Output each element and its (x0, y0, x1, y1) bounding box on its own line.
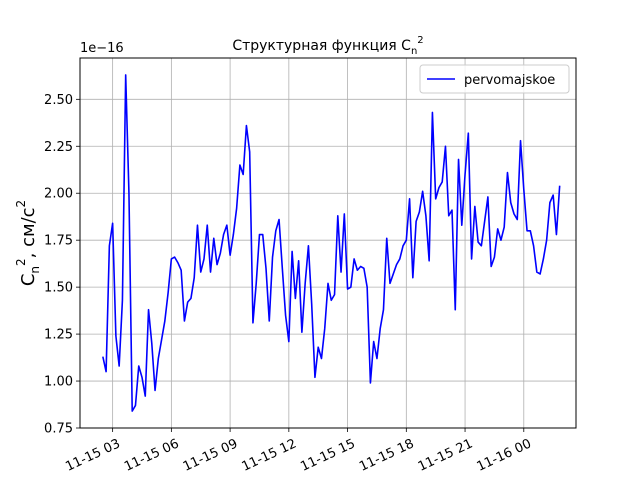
y-tick-label: 1.25 (44, 328, 73, 343)
chart-title-main: Структурная функция C (232, 38, 411, 54)
plot-area (80, 58, 576, 428)
chart-title: Структурная функция Cn2 (232, 35, 423, 57)
legend-label-pervomajskoe: pervomajskoe (464, 73, 555, 88)
y-axis-label: Cn2, см/с2 (14, 200, 42, 286)
legend: pervomajskoe (419, 64, 570, 94)
series-layer (102, 74, 561, 412)
y-tick-label: 0.75 (44, 422, 73, 437)
y-tick-label: 2.25 (44, 140, 73, 155)
y-tick-label: 1.50 (44, 281, 73, 296)
series-line-pervomajskoe (102, 74, 561, 412)
plot-frame (79, 57, 577, 429)
y-axis-label-sub: n (28, 266, 42, 274)
y-tick-label: 1.75 (44, 234, 73, 249)
y-tick-label: 1.00 (44, 375, 73, 390)
y-axis-label-sup2: 2 (14, 200, 28, 208)
y-tick-label: 2.00 (44, 187, 73, 202)
y-axis-label-rest: , см/с (18, 207, 39, 258)
y-axis: 0.75 1.00 1.25 1.50 1.75 2.00 2.25 2.50 (44, 93, 80, 437)
y-axis-label-sup: 2 (14, 258, 28, 266)
y-axis-label-main: C (18, 274, 39, 287)
chart-title-sup: 2 (417, 35, 423, 46)
y-tick-label: 2.50 (44, 93, 73, 108)
legend-box (419, 64, 570, 94)
chart-title-sub: n (411, 46, 417, 57)
y-scale-label: 1e−16 (80, 41, 124, 56)
grid (80, 58, 576, 429)
